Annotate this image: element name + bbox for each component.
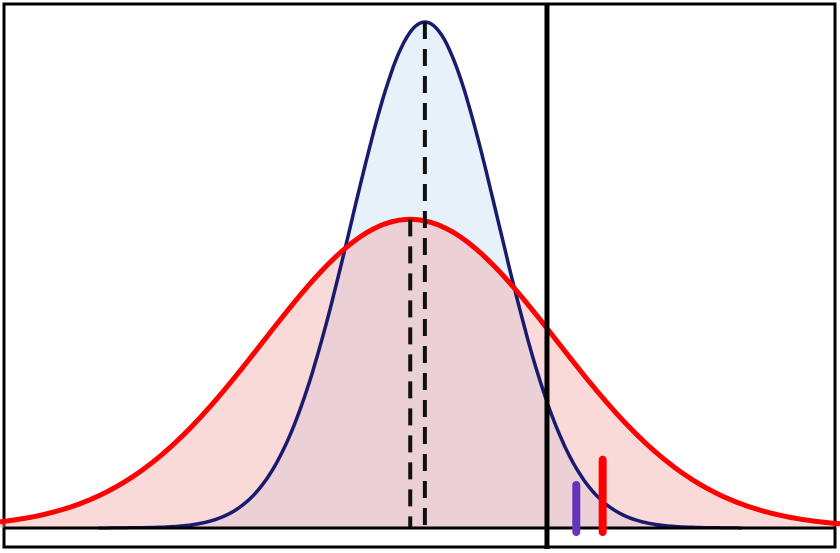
wide-curve-fill	[0, 219, 840, 529]
reference-lines	[4, 4, 836, 549]
wide-curve-line	[0, 216, 840, 527]
narrow-curve-fill	[97, 22, 743, 528]
curve-lines	[0, 20, 840, 530]
narrow-curve-line	[97, 20, 743, 530]
curve-fills	[0, 22, 840, 529]
